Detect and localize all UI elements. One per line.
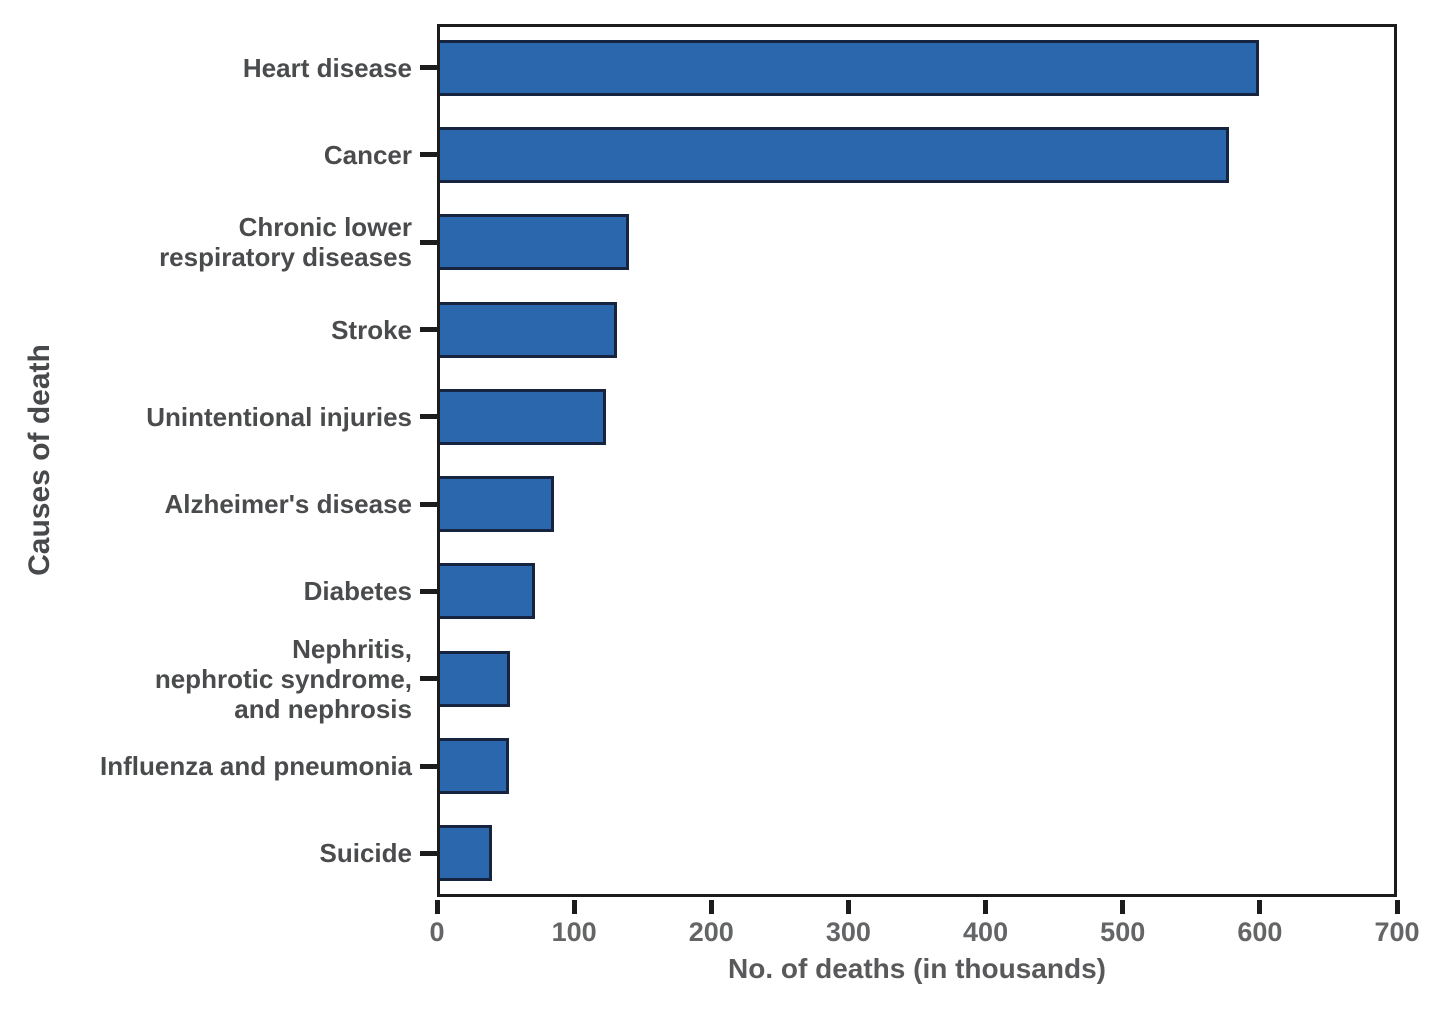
y-axis-tick: [420, 501, 437, 507]
x-axis-tick: [983, 900, 989, 914]
y-axis-tick: [420, 65, 437, 71]
x-tick-label: 600: [1237, 917, 1283, 947]
x-tick-label: 400: [963, 917, 1009, 947]
category-label: Influenza and pneumonia: [99, 751, 412, 782]
bar-unintentional-injuries: [440, 388, 606, 445]
y-axis-tick: [420, 763, 437, 769]
bar-influenza-and-pneumonia: [440, 738, 509, 795]
x-tick-label: 100: [551, 917, 597, 947]
y-axis-tick: [420, 327, 437, 333]
bar-heart-disease: [440, 39, 1259, 96]
category-label: Chronic lower respiratory diseases: [159, 212, 412, 273]
plot-area: [437, 24, 1397, 897]
y-axis-tick: [420, 850, 437, 856]
y-axis-tick: [420, 414, 437, 420]
bar-diabetes: [440, 563, 535, 620]
x-axis-tick: [434, 900, 440, 914]
category-label: Diabetes: [303, 576, 412, 607]
y-axis-tick: [420, 588, 437, 594]
category-label: Nephritis, nephrotic syndrome, and nephros…: [154, 633, 412, 724]
category-label: Alzheimer's disease: [164, 489, 412, 520]
x-axis-tick: [1120, 900, 1126, 914]
bar-suicide: [440, 825, 493, 882]
x-tick-label: 300: [825, 917, 871, 947]
x-tick-label: 700: [1374, 917, 1420, 947]
x-tick-label: 200: [688, 917, 734, 947]
bar-chronic-lower-respiratory-diseases: [440, 214, 630, 271]
x-axis-tick: [571, 900, 577, 914]
x-axis-title: No. of deaths (in thousands): [728, 953, 1106, 984]
y-axis-title: Causes of death: [23, 344, 56, 576]
category-label: Heart disease: [242, 52, 412, 83]
y-axis-tick: [420, 239, 437, 245]
y-axis-tick: [420, 152, 437, 158]
x-axis-tick: [845, 900, 851, 914]
category-label: Unintentional injuries: [146, 401, 412, 432]
category-label: Stroke: [331, 314, 412, 345]
x-axis-tick: [708, 900, 714, 914]
category-label: Suicide: [319, 838, 412, 869]
bar-nephritis-nephrotic-syndrome-and-nephrosis: [440, 650, 510, 707]
bar-stroke: [440, 301, 617, 358]
y-axis-tick: [420, 676, 437, 682]
x-tick-label: 0: [429, 917, 445, 947]
bar-cancer: [440, 126, 1229, 183]
x-axis-tick: [1394, 900, 1400, 914]
x-tick-label: 500: [1100, 917, 1146, 947]
bar-alzheimer-s-disease: [440, 476, 554, 533]
x-axis-tick: [1257, 900, 1263, 914]
category-label: Cancer: [323, 139, 412, 170]
